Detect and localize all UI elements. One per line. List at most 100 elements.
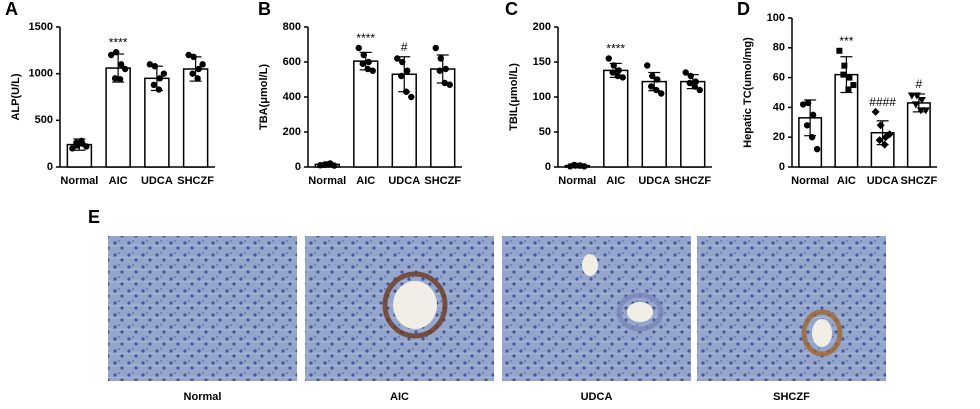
data-point [921,107,930,115]
y-axis-label: Hepatic TC(umol/mg) [742,37,754,148]
y-tick-label: 200 [533,21,551,33]
x-tick-label: SHCZF [177,175,214,187]
data-point [78,137,85,145]
histology-shade [697,236,886,381]
data-point [116,76,124,83]
data-point [155,86,163,93]
significance-label: # [401,40,408,54]
bar [182,68,209,168]
panel-letter: B [258,0,271,19]
x-tick-label: SHCZF [901,175,938,187]
histology-image [108,236,297,381]
data-point [364,65,371,73]
image-caption: Normal [184,391,222,403]
data-point [845,86,852,93]
image-caption: AIC [390,391,409,403]
data-point [571,161,578,169]
image-caption: SHCZF [773,391,810,403]
data-point [876,121,885,130]
vessel-lumen [627,302,653,322]
data-point [644,62,651,69]
data-point [83,143,90,150]
data-point [658,90,665,97]
data-point [649,72,656,80]
data-point [107,51,115,59]
data-point [682,69,689,76]
vessel-lumen [812,319,832,347]
panel-letter: D [737,0,750,19]
significance-label: *** [839,34,853,48]
x-tick-label: Normal [308,175,346,187]
data-point [871,107,880,116]
data-point [648,83,655,90]
data-point [331,162,338,169]
image-caption: UDCA [581,391,613,403]
data-point [403,88,410,95]
data-point [111,75,119,82]
data-point [885,130,894,139]
data-point [359,60,366,67]
data-point [69,145,76,152]
data-point [609,69,616,76]
x-tick-label: SHCZF [674,175,711,187]
y-tick-label: 100 [767,12,785,24]
data-point [437,55,444,62]
data-point [436,67,443,74]
data-point [446,81,453,88]
data-point [326,160,333,168]
data-point [686,79,693,87]
data-point [687,72,694,80]
y-tick-label: 0 [47,161,53,173]
x-tick-label: AIC [109,175,128,187]
significance-label: **** [109,35,128,49]
y-tick-label: 0 [295,161,301,173]
y-tick-label: 150 [533,56,551,68]
data-point [432,44,439,52]
data-point [804,99,812,107]
x-tick-label: UDCA [638,175,670,187]
significance-label: # [916,77,923,91]
x-tick-label: UDCA [141,175,173,187]
y-tick-label: 400 [283,91,301,103]
data-point [195,65,202,73]
data-point [696,86,703,94]
y-tick-label: 600 [283,56,301,68]
panel-letter: A [5,0,18,19]
y-tick-label: 200 [283,126,301,138]
significance-label: **** [356,31,375,45]
data-point [576,162,583,169]
data-point [911,101,920,109]
data-point [146,61,154,68]
x-tick-label: Normal [60,175,98,187]
data-point [160,70,168,77]
bar [680,80,706,168]
significance-label: #### [869,95,896,109]
data-point [369,67,376,74]
data-point [809,111,817,119]
data-point [912,92,921,100]
data-point [799,101,807,108]
data-point [73,139,80,146]
data-point [840,71,847,78]
data-point [841,62,848,69]
data-point [360,51,367,59]
data-point [442,65,449,73]
data-point [846,74,853,81]
data-point [321,161,328,169]
data-point [399,58,406,66]
histology-image [697,236,886,381]
data-point [619,74,626,81]
data-point [121,65,129,73]
data-point [654,76,661,83]
histology-shade [108,236,297,381]
vessel-lumen [582,254,598,276]
data-point [394,55,401,62]
panel-letter: E [88,207,100,227]
x-tick-label: SHCZF [424,175,461,187]
data-point [194,75,201,82]
data-point [653,86,660,94]
data-point [151,62,159,70]
bar [353,60,379,168]
x-tick-label: UDCA [388,175,420,187]
